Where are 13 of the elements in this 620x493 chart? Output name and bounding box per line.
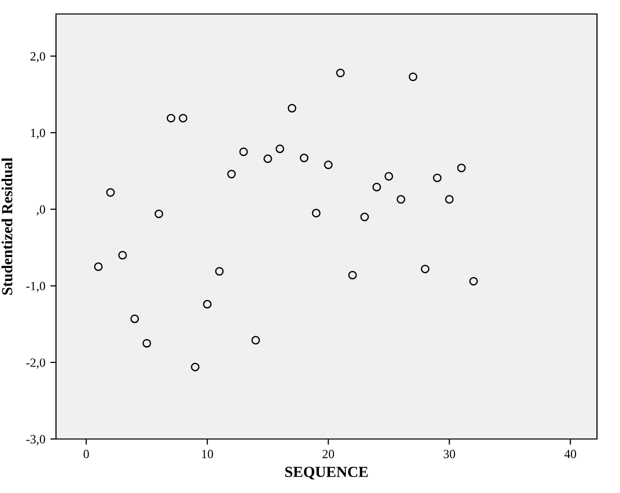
x-axis-title: SEQUENCE: [285, 466, 368, 480]
x-tick-label: 10: [202, 450, 214, 458]
y-tick-label: 2,0: [30, 52, 46, 62]
y-tick-label: -3,0: [26, 435, 46, 446]
y-tick-label: -1,0: [26, 282, 46, 292]
y-tick-label: -2,0: [26, 358, 46, 369]
x-tick-label: 30: [444, 450, 456, 458]
x-tick-label: 0: [84, 450, 89, 458]
x-tick-label: 40: [564, 450, 576, 458]
y-tick-label: ,0: [36, 205, 46, 216]
y-tick-label: 1,0: [31, 128, 46, 139]
y-axis-title: Studentized Residual: [2, 158, 12, 295]
x-tick-label: 20: [322, 450, 334, 458]
